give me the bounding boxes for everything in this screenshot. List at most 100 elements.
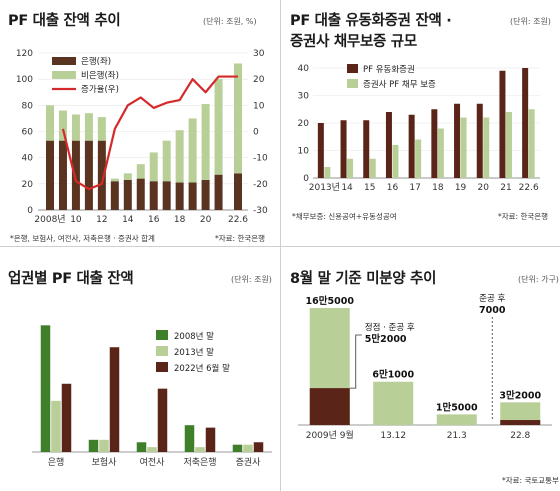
x-tick-label: 14	[341, 183, 353, 193]
legend-label-2: 2022년 6월 말	[174, 363, 230, 374]
panel-divider-horizontal	[0, 246, 560, 247]
legend-label-bank: 은행(좌)	[81, 56, 111, 67]
legend-swatch-bank	[52, 57, 76, 65]
panel4-source: *자료: 국토교통부	[502, 476, 559, 485]
sector-bar-2013	[195, 447, 205, 452]
x-tick-label: 18	[432, 183, 444, 193]
sector-bar-2008	[232, 444, 243, 452]
y-left-tick-label: 40	[22, 154, 34, 164]
guarantee-bar	[460, 117, 467, 178]
y-left-tick-label: 100	[16, 75, 33, 85]
nonbank-bar	[46, 105, 54, 141]
x-tick-label: 18	[174, 215, 186, 225]
securitization-bar	[317, 123, 324, 178]
y-right-tick-label: -30	[253, 206, 268, 216]
securitization-bar	[363, 120, 370, 178]
x-tick-label: 2009년 9월	[306, 429, 354, 441]
y-left-tick-label: 80	[22, 101, 34, 111]
x-tick-label: 은행	[48, 456, 65, 468]
guarantee-bar	[415, 139, 422, 178]
panel-pf-loan-trend: PF 대출 잔액 추이 (단위: 조원, %) 0 20 40 60 80 100 120-…	[0, 0, 280, 246]
securitization-bar	[522, 68, 529, 178]
panel3-unit: (단위: 조원)	[231, 275, 272, 284]
sector-bar-2022	[61, 383, 72, 452]
x-tick-label: 19	[455, 183, 467, 193]
peak-annotation-value: 5만2000	[365, 333, 407, 345]
legend-label-securitization: PF 유동화증권	[363, 64, 415, 75]
x-tick-label: 20	[478, 183, 490, 193]
bank-bar	[136, 178, 145, 210]
x-tick-label: 15	[364, 183, 375, 193]
panel2-source: *자료: 한국은행	[498, 212, 549, 221]
panel2-unit: (단위: 조원)	[510, 17, 551, 26]
panel2-title-line2: 증권사 채무보증 규모	[290, 34, 417, 50]
securitization-chart: 0 10 20 30 40 2013년 14 15 16 17 18 19 20 21 22.6 PF 유동화…	[298, 64, 540, 193]
panel2-title-line1: PF 대출 유동화증권 잔액 ·	[290, 13, 452, 29]
nonbank-bar	[149, 152, 158, 182]
bank-bar	[123, 179, 132, 210]
completed-unsold-bar	[309, 388, 350, 425]
legend-swatch-guarantee	[347, 79, 358, 88]
unsold-bar	[500, 402, 541, 425]
bank-bar	[58, 140, 67, 210]
y-right-tick-label: 10	[253, 101, 265, 111]
panel-securitization: PF 대출 유동화증권 잔액 · 증권사 채무보증 규모 (단위: 조원) 0 1…	[280, 0, 560, 246]
securitization-bar	[499, 70, 506, 178]
sector-bar-2022	[253, 442, 264, 452]
x-tick-label: 2008년	[34, 214, 65, 225]
sector-bar-2008	[184, 425, 195, 452]
bank-bar	[46, 140, 54, 210]
y-left-tick-label: 120	[16, 49, 33, 59]
x-tick-label: 13.12	[380, 431, 406, 441]
bank-bar	[188, 182, 197, 210]
y-right-tick-label: 20	[253, 75, 265, 85]
bank-bar	[162, 181, 171, 210]
nonbank-bar	[97, 117, 106, 141]
legend-swatch-0	[156, 330, 168, 340]
sector-bar-2013	[243, 444, 253, 452]
peak-annotation-label: 정점 · 준공 후	[365, 322, 415, 333]
sector-bar-2008	[40, 325, 51, 452]
nonbank-bar	[214, 79, 223, 175]
bank-bar	[234, 173, 242, 210]
nonbank-bar	[71, 114, 80, 141]
guarantee-bar	[392, 145, 399, 178]
y-tick-label: 30	[298, 92, 310, 102]
legend-swatch-2	[156, 362, 168, 372]
nonbank-bar	[136, 164, 145, 179]
x-tick-label: 여전사	[140, 456, 166, 468]
legend-label-guarantee: 증권사 PF 채무 보증	[363, 79, 436, 90]
value-label: 1만5000	[436, 401, 478, 413]
value-label: 3만2000	[499, 389, 541, 401]
y-tick-label: 10	[298, 147, 310, 157]
legend-swatch-securitization	[347, 64, 358, 73]
pf-loan-trend-chart: 0 20 40 60 80 100 120 -30 -20 -10 0 10 20 30 2008년 10 12…	[16, 49, 268, 225]
bank-bar	[84, 140, 93, 210]
panel1-unit: (단위: 조원, %)	[203, 17, 257, 26]
y-tick-label: 40	[298, 64, 310, 74]
bank-bar	[175, 182, 184, 210]
panel-unsold-trend: 8월 말 기준 미분양 추이 (단위: 가구) 16만5000 2009년 9월 6…	[280, 246, 560, 491]
nonbank-bar	[84, 113, 93, 141]
nonbank-bar	[123, 173, 132, 180]
x-tick-label: 21	[500, 183, 511, 193]
panel1-note: *은행, 보험사, 여전사, 저축은행 · 증권사 합계	[10, 234, 155, 243]
nonbank-bar	[201, 104, 210, 180]
securitization-bar	[340, 120, 347, 178]
legend-label-1: 2013년 말	[174, 347, 214, 358]
legend-swatch-nonbank	[52, 71, 76, 79]
x-tick-label: 17	[409, 183, 420, 193]
x-tick-label: 12	[96, 215, 107, 225]
x-tick-label: 16	[148, 215, 160, 225]
latest-annotation-label: 준공 후	[479, 294, 505, 304]
x-tick-label: 증권사	[236, 456, 262, 468]
guarantee-bar	[369, 158, 376, 178]
panel4-title: 8월 말 기준 미분양 추이	[290, 271, 437, 287]
guarantee-bar	[347, 158, 354, 178]
sector-bar-2008	[136, 442, 147, 452]
y-right-tick-label: 30	[253, 49, 265, 59]
bank-bar	[149, 181, 158, 210]
completed-unsold-bar	[500, 420, 541, 425]
sector-bar-2022	[109, 347, 120, 452]
guarantee-bar	[483, 117, 490, 178]
